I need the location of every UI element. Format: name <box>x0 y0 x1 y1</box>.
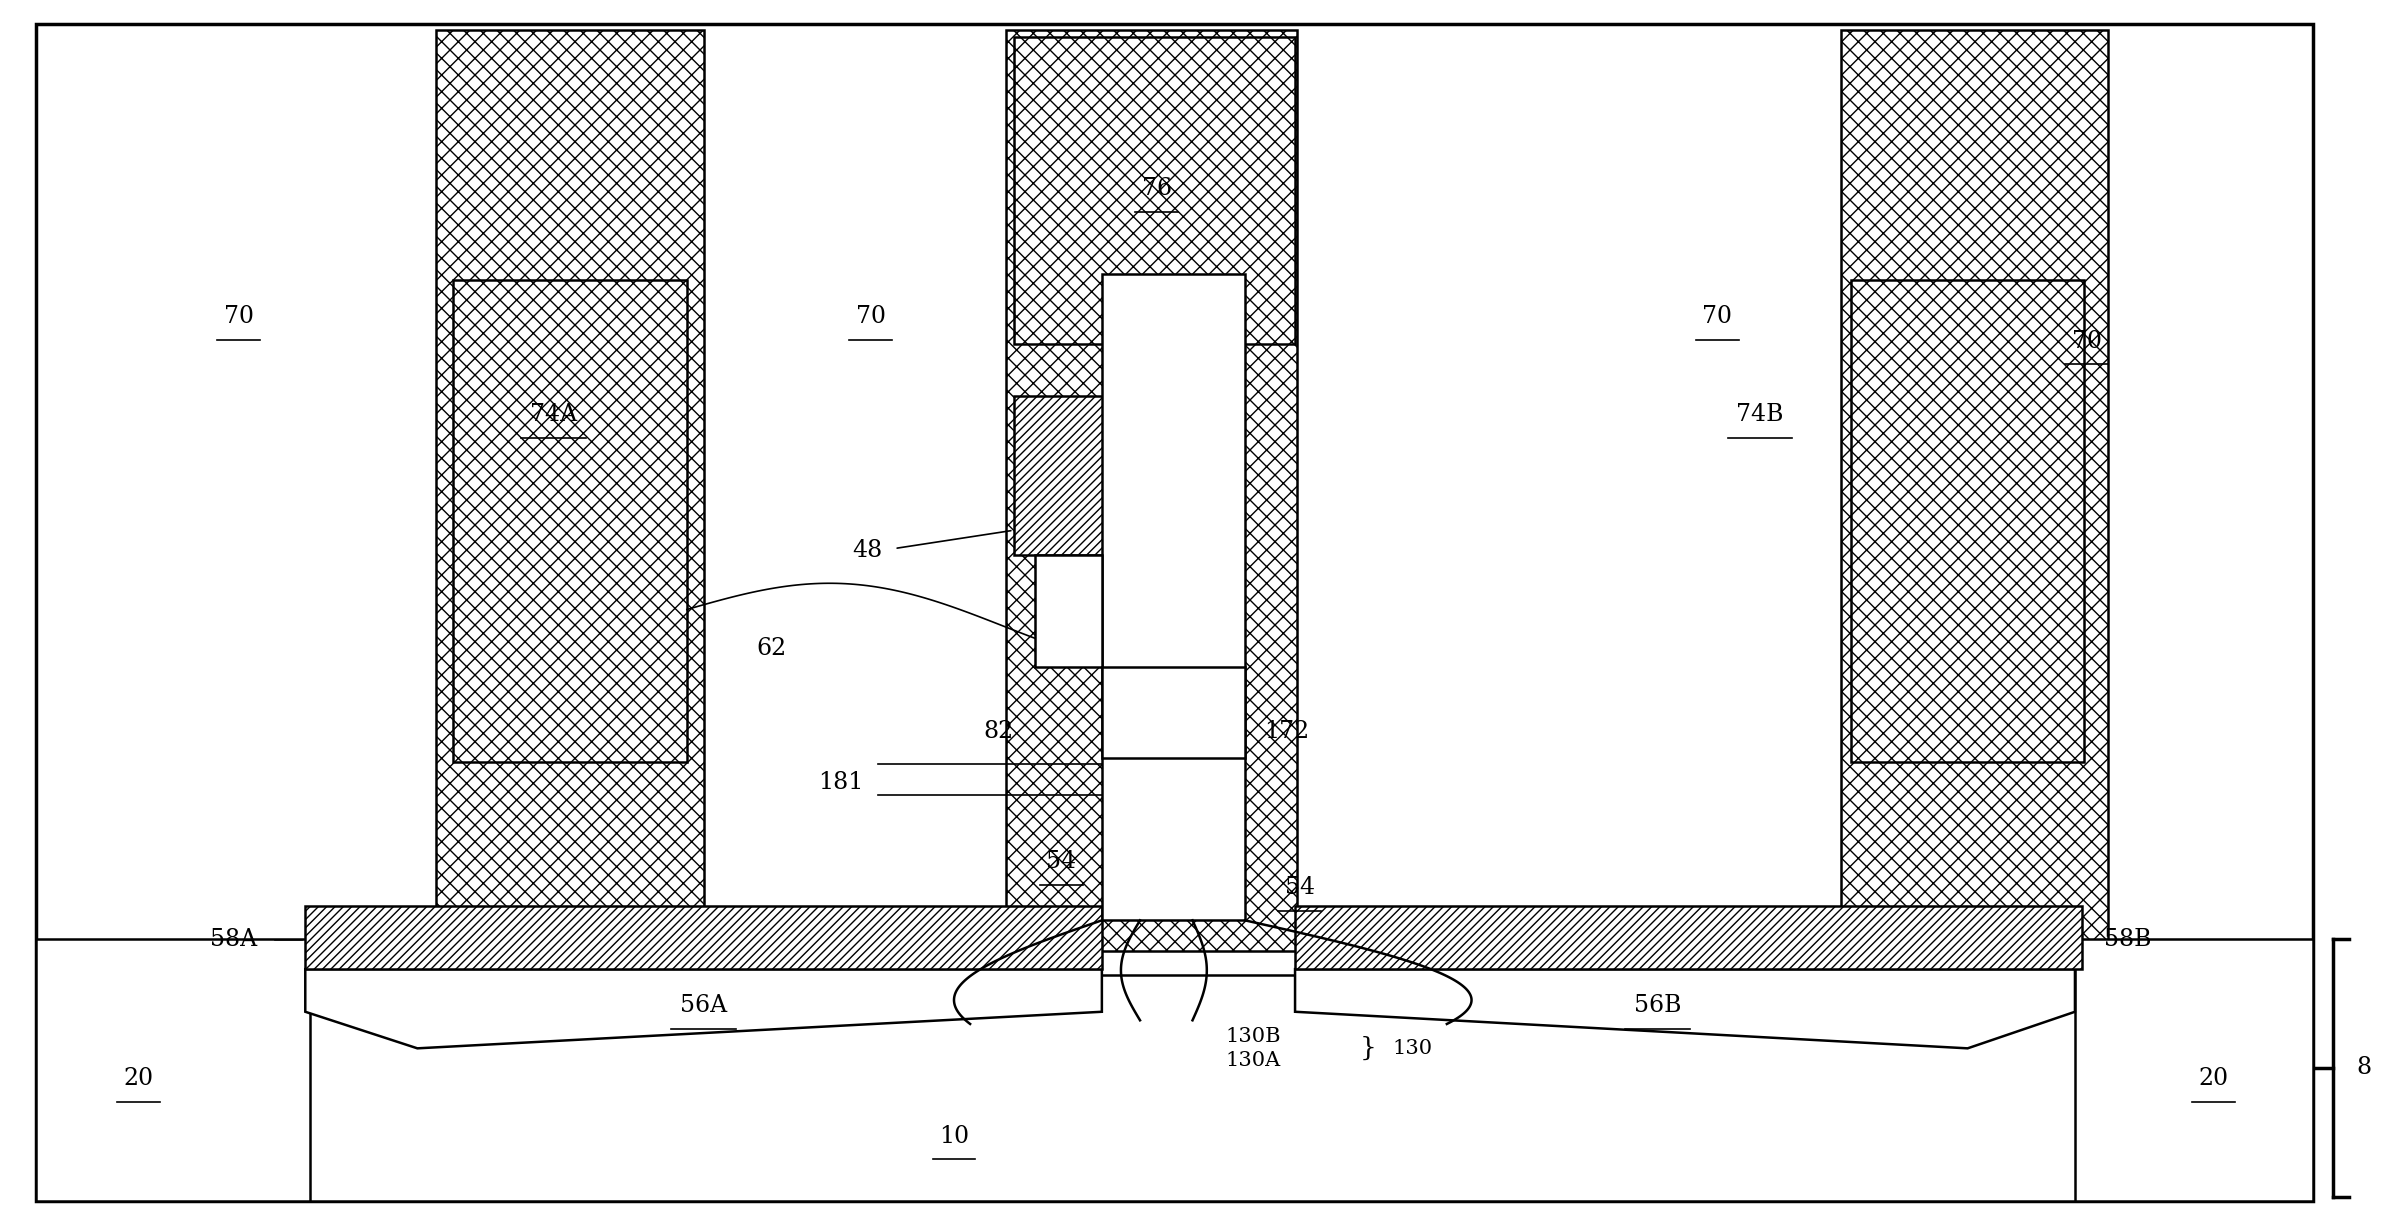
Text: 181: 181 <box>818 772 863 794</box>
Text: 76: 76 <box>1142 178 1171 200</box>
Bar <box>1102 274 1245 920</box>
Text: 82: 82 <box>983 720 1014 742</box>
Text: 58A: 58A <box>210 929 258 951</box>
Bar <box>1851 280 2084 762</box>
Text: 8: 8 <box>2356 1057 2371 1079</box>
Text: 48: 48 <box>851 540 882 562</box>
Text: 130: 130 <box>1393 1039 1433 1058</box>
Text: 54: 54 <box>1047 851 1076 873</box>
Text: 130A: 130A <box>1226 1051 1281 1070</box>
Bar <box>36 939 310 1201</box>
Bar <box>1102 667 1245 758</box>
Bar <box>1014 37 1295 344</box>
Text: 70: 70 <box>2073 330 2101 352</box>
Text: 56B: 56B <box>1634 995 1681 1017</box>
Bar <box>436 30 704 951</box>
Text: 56A: 56A <box>680 995 727 1017</box>
Text: 58B: 58B <box>2104 929 2151 951</box>
Text: 20: 20 <box>124 1068 153 1090</box>
Text: }: } <box>1359 1036 1376 1061</box>
Bar <box>305 906 1102 969</box>
Text: 62: 62 <box>756 638 787 659</box>
Text: 70: 70 <box>1703 306 1732 328</box>
Text: 54: 54 <box>1286 876 1314 898</box>
Text: 70: 70 <box>224 306 253 328</box>
Text: 70: 70 <box>856 306 885 328</box>
Text: 10: 10 <box>940 1125 968 1147</box>
Bar <box>1035 555 1102 667</box>
Bar <box>36 975 2313 1201</box>
Text: 20: 20 <box>2199 1068 2228 1090</box>
Bar <box>1006 30 1297 951</box>
Bar <box>453 280 687 762</box>
Bar <box>1295 906 2082 969</box>
Polygon shape <box>1295 969 2075 1048</box>
Text: 74B: 74B <box>1736 403 1784 425</box>
Bar <box>1014 396 1128 555</box>
Text: 74A: 74A <box>529 403 577 425</box>
Polygon shape <box>305 969 1102 1048</box>
Bar <box>1841 30 2108 951</box>
Bar <box>2075 939 2313 1201</box>
Text: 172: 172 <box>1264 720 1309 742</box>
Text: 130B: 130B <box>1226 1026 1281 1046</box>
